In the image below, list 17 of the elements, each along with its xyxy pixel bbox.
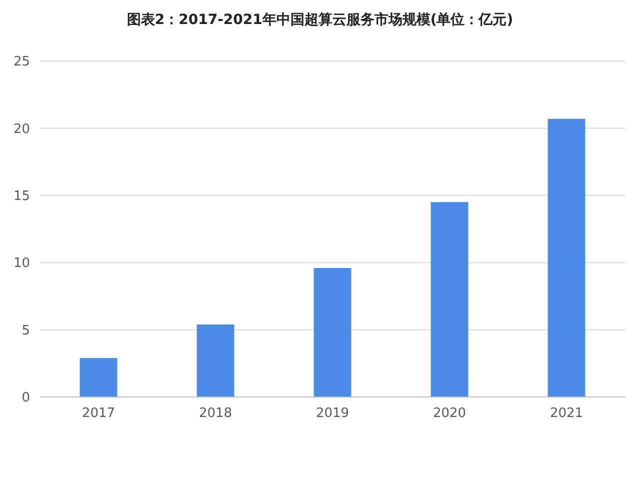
- bar: [80, 358, 118, 397]
- x-tick-label: 2019: [316, 406, 350, 421]
- bar: [314, 268, 352, 397]
- bar: [430, 202, 468, 397]
- chart-title: 图表2：2017-2021年中国超算云服务市场规模(单位：亿元): [126, 11, 514, 28]
- x-tick-label: 2020: [432, 406, 466, 421]
- y-tick-label: 0: [22, 390, 30, 406]
- bar: [196, 324, 234, 397]
- x-tick-label: 2021: [550, 406, 584, 421]
- y-tick-label: 5: [22, 323, 30, 338]
- y-tick-label: 20: [13, 122, 30, 137]
- bar: [548, 118, 586, 397]
- y-tick-label: 25: [13, 54, 30, 70]
- y-tick-label: 15: [13, 188, 30, 204]
- y-tick-label: 10: [13, 256, 30, 272]
- x-tick-label: 2018: [198, 406, 232, 421]
- x-tick-label: 2017: [82, 406, 116, 421]
